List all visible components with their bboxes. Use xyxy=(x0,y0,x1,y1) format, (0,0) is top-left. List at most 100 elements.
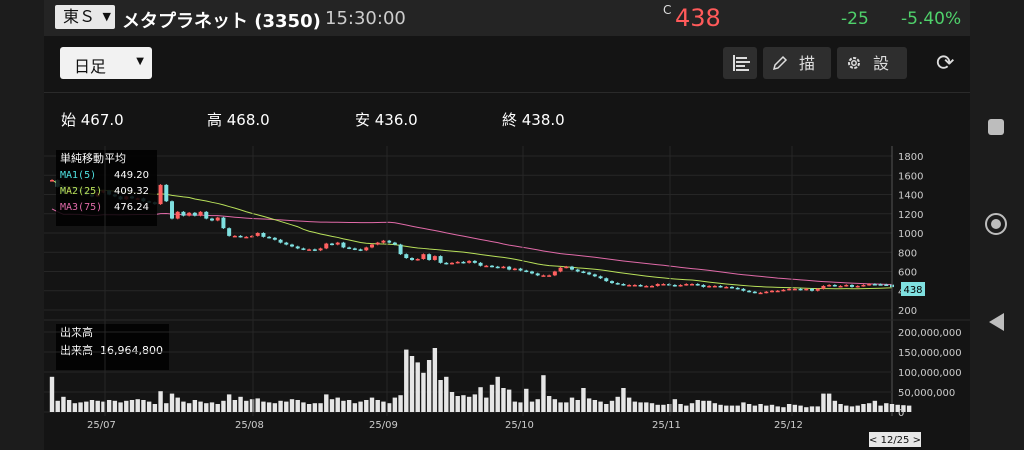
candle-body xyxy=(330,243,334,246)
volume-bar xyxy=(95,400,100,412)
candle-body xyxy=(792,288,797,291)
volume-bar xyxy=(792,404,798,412)
candle-body xyxy=(872,284,877,286)
candle-body xyxy=(467,260,472,263)
volume-bar xyxy=(318,403,323,412)
date-tick-label: 25/08 xyxy=(235,420,264,431)
volume-bar xyxy=(204,403,209,412)
stock-name: メタプラネット (3350) xyxy=(122,11,321,32)
candle-body xyxy=(284,242,289,245)
volume-bar xyxy=(541,375,546,412)
volume-bar xyxy=(312,403,318,412)
volume-bar xyxy=(769,404,775,412)
volume-bar xyxy=(101,401,106,412)
settings-button[interactable]: 設定 xyxy=(837,47,907,79)
volume-tick-label: 200,000,000 xyxy=(898,328,962,339)
candle-body xyxy=(427,254,432,260)
home-button[interactable] xyxy=(985,213,1007,235)
volume-bar xyxy=(55,400,60,412)
candle-body xyxy=(227,228,232,236)
volume-bar xyxy=(398,395,403,412)
volume-bar xyxy=(392,397,398,412)
candle-body xyxy=(495,266,500,269)
candle-body xyxy=(501,266,506,269)
volume-bar xyxy=(329,399,335,412)
volume-bar xyxy=(106,400,112,412)
volume-bar xyxy=(712,403,718,412)
volume-bar xyxy=(804,407,809,412)
volume-bar xyxy=(461,395,466,412)
volume-bar xyxy=(781,407,786,412)
volume-bar xyxy=(746,404,752,412)
candle-body xyxy=(192,212,197,216)
candle-body xyxy=(432,256,437,260)
volume-bar xyxy=(432,348,438,412)
volume-bar xyxy=(295,400,300,412)
volume-bar xyxy=(649,403,655,412)
volume-bar xyxy=(306,404,312,412)
candle-body xyxy=(701,284,706,287)
volume-bar xyxy=(209,402,215,412)
candle-body xyxy=(741,288,746,291)
volume-bar xyxy=(558,402,563,412)
volume-bar xyxy=(906,405,912,412)
volume-bar xyxy=(512,401,518,412)
market-select[interactable]: 東Ｓ ▼ xyxy=(55,5,115,29)
back-button[interactable] xyxy=(989,313,1004,331)
candle-body xyxy=(518,268,523,271)
price-change-percent: -5.40% xyxy=(901,9,962,29)
candle-body xyxy=(524,270,529,273)
volume-bar xyxy=(501,388,506,412)
draw-label: 描画 xyxy=(799,54,818,73)
volume-bar xyxy=(226,394,232,412)
date-tick-label: 25/12 xyxy=(774,420,803,431)
cursor-date-box xyxy=(869,432,921,447)
candle-body xyxy=(238,235,243,238)
candle-body xyxy=(718,285,723,288)
draw-button[interactable]: 描画 xyxy=(763,47,831,79)
recent-apps-button[interactable] xyxy=(988,119,1004,135)
volume-bar xyxy=(158,391,163,412)
volume-bar xyxy=(586,398,592,412)
candle-body xyxy=(438,256,443,263)
last-price-tag xyxy=(901,282,925,296)
indicator-list-button[interactable] xyxy=(723,47,757,79)
ma3-label: MA3(75) xyxy=(60,202,102,213)
period-select[interactable]: 日足 ▼ xyxy=(60,47,152,79)
candle-body xyxy=(244,236,249,239)
volume-bar xyxy=(284,401,289,412)
volume-bar xyxy=(604,404,609,412)
ma1-label: MA1(5) xyxy=(60,170,96,181)
current-price: 438 xyxy=(675,4,721,32)
volume-bar xyxy=(386,403,392,412)
volume-bar xyxy=(655,404,660,412)
candle-body xyxy=(444,262,449,265)
candle-body xyxy=(570,266,574,270)
ma3-line xyxy=(51,208,893,286)
refresh-icon[interactable]: ⟳ xyxy=(936,51,955,76)
volume-bar xyxy=(369,397,375,412)
volume-label: 出来高 xyxy=(60,343,93,357)
volume-bar xyxy=(678,404,683,412)
open-price: 始 467.0 xyxy=(61,111,124,129)
volume-tick-label: 150,000,000 xyxy=(898,348,962,359)
candle-body xyxy=(844,284,849,287)
candle-body xyxy=(615,283,620,285)
candle-body xyxy=(472,260,477,263)
candle-body xyxy=(838,285,843,288)
volume-bar xyxy=(758,404,763,412)
candle-body xyxy=(267,236,272,239)
candle-body xyxy=(530,271,534,274)
ma2-line xyxy=(51,179,893,290)
volume-bar xyxy=(609,400,615,412)
volume-bar xyxy=(626,397,632,412)
candle-body xyxy=(598,276,603,279)
volume-bar xyxy=(684,405,689,412)
candle-body xyxy=(210,218,214,221)
volume-bar xyxy=(535,399,540,412)
price-chart[interactable]: 18001600140012001000800600400200 単純移動平均 … xyxy=(44,146,970,450)
candle-body xyxy=(610,281,614,284)
candle-body xyxy=(187,212,192,216)
candle-body xyxy=(410,258,414,260)
candle-body xyxy=(850,284,854,287)
